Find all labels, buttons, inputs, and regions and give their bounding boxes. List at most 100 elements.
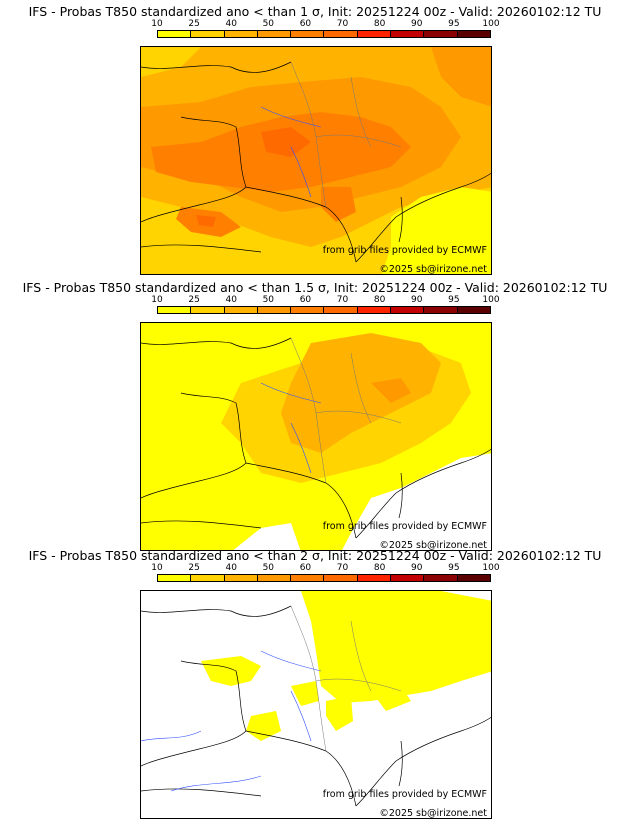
tick-label: 80 — [373, 563, 386, 573]
panel-1: IFS - Probas T850 standardized ano < tha… — [0, 0, 630, 276]
tick-label: 25 — [188, 19, 200, 29]
tick-label: 100 — [482, 295, 500, 305]
tick-label: 25 — [188, 563, 200, 573]
colorbar-swatch — [324, 575, 358, 581]
map-canvas — [141, 591, 491, 818]
colorbar-swatch — [424, 575, 458, 581]
tick-label: 40 — [225, 295, 237, 305]
data-source-credit: from grib files provided by ECMWF — [322, 521, 487, 532]
copyright-credit: ©2025 sb@irizone.net — [379, 540, 487, 551]
colorbar-swatch — [324, 307, 358, 313]
prob-field-70-80 — [261, 127, 311, 157]
colorbar-swatches — [157, 574, 491, 582]
tick-label: 60 — [299, 563, 312, 573]
tick-label: 40 — [225, 19, 237, 29]
tick-label: 100 — [482, 563, 500, 573]
colorbar-swatch — [291, 575, 325, 581]
colorbar: 10 25 40 50 60 70 80 90 95 100 — [151, 295, 500, 314]
colorbar-swatch — [457, 31, 490, 37]
borders — [290, 337, 402, 484]
panel-title: IFS - Probas T850 standardized ano < tha… — [28, 4, 602, 19]
tick-label: 50 — [262, 19, 275, 29]
colorbar: 10 25 40 50 60 70 80 90 95 100 — [151, 19, 500, 38]
prob-field-below-10 — [342, 453, 491, 550]
colorbar-swatch — [391, 307, 425, 313]
colorbar-swatch — [357, 307, 392, 313]
panel-2: IFS - Probas T850 standardized ano < tha… — [0, 276, 630, 552]
colorbar-swatch — [224, 307, 258, 313]
map-canvas — [141, 47, 491, 274]
colorbar-tick-labels: 10 25 40 50 60 70 80 90 95 100 — [151, 295, 499, 305]
tick-label: 70 — [336, 19, 349, 29]
prob-field-50-60 — [371, 378, 411, 403]
tick-label: 40 — [225, 563, 237, 573]
copyright-credit: ©2025 sb@irizone.net — [379, 264, 487, 275]
colorbar-swatch — [257, 31, 292, 37]
rivers — [260, 106, 322, 198]
prob-field-10-25 — [201, 656, 261, 686]
colorbar-swatch — [391, 575, 425, 581]
panel-title: IFS - Probas T850 standardized ano < tha… — [28, 548, 602, 563]
colorbar-swatch — [391, 31, 425, 37]
tick-label: 90 — [411, 295, 423, 305]
tick-label: 95 — [448, 295, 460, 305]
colorbar: 10 25 40 50 60 70 80 90 95 100 — [151, 563, 500, 582]
colorbar-tick-labels: 10 25 40 50 60 70 80 90 95 100 — [151, 19, 499, 29]
prob-field-10-25 — [246, 711, 281, 741]
colorbar-swatch — [324, 31, 358, 37]
colorbar-swatch — [424, 31, 458, 37]
tick-label: 70 — [336, 295, 349, 305]
prob-field-25-40 — [141, 47, 201, 77]
tick-label: 90 — [411, 19, 423, 29]
colorbar-swatch — [224, 31, 258, 37]
colorbar-swatch — [457, 307, 490, 313]
data-source-credit: from grib files provided by ECMWF — [322, 789, 487, 800]
colorbar-swatch — [191, 307, 225, 313]
colorbar-swatch — [457, 575, 490, 581]
colorbar-swatch — [158, 575, 192, 581]
rivers — [141, 650, 322, 792]
prob-field-10-25 — [291, 681, 319, 706]
tick-label: 80 — [373, 295, 386, 305]
colorbar-swatch — [257, 575, 292, 581]
panel-title: IFS - Probas T850 standardized ano < tha… — [22, 280, 608, 295]
colorbar-swatch — [291, 307, 325, 313]
probability-map: from grib files provided by ECMWF ©2025 … — [140, 322, 492, 551]
tick-label: 70 — [336, 563, 349, 573]
borders — [290, 61, 402, 208]
prob-field-10-25 — [326, 696, 353, 731]
colorbar-swatch — [224, 575, 258, 581]
prob-field-40-50 — [281, 333, 441, 453]
tick-label: 90 — [411, 563, 423, 573]
colorbar-swatches — [157, 30, 491, 38]
colorbar-swatch — [191, 575, 225, 581]
tick-label: 50 — [262, 295, 275, 305]
tick-label: 10 — [151, 295, 163, 305]
data-source-credit: from grib files provided by ECMWF — [322, 245, 487, 256]
probability-map: from grib files provided by ECMWF ©2025 … — [140, 46, 492, 275]
tick-label: 10 — [151, 563, 163, 573]
prob-field-60-70 — [321, 187, 356, 222]
colorbar-swatch — [424, 307, 458, 313]
copyright-credit: ©2025 sb@irizone.net — [379, 808, 487, 819]
borders — [290, 605, 402, 752]
tick-label: 25 — [188, 295, 200, 305]
tick-label: 100 — [482, 19, 500, 29]
colorbar-swatch — [158, 31, 192, 37]
prob-field-50-60 — [431, 47, 491, 107]
tick-label: 80 — [373, 19, 386, 29]
colorbar-swatch — [191, 31, 225, 37]
colorbar-swatch — [357, 575, 392, 581]
probability-map: from grib files provided by ECMWF ©2025 … — [140, 590, 492, 819]
prob-field-10-25 — [301, 591, 491, 703]
colorbar-swatch — [158, 307, 192, 313]
tick-label: 95 — [448, 563, 460, 573]
panel-3: IFS - Probas T850 standardized ano < tha… — [0, 544, 630, 820]
prob-field-below-10 — [233, 523, 301, 550]
tick-label: 95 — [448, 19, 460, 29]
rivers — [260, 382, 322, 474]
map-canvas — [141, 323, 491, 550]
prob-field-10-25 — [371, 686, 411, 711]
prob-field-70-80 — [196, 215, 216, 227]
colorbar-swatch — [257, 307, 292, 313]
